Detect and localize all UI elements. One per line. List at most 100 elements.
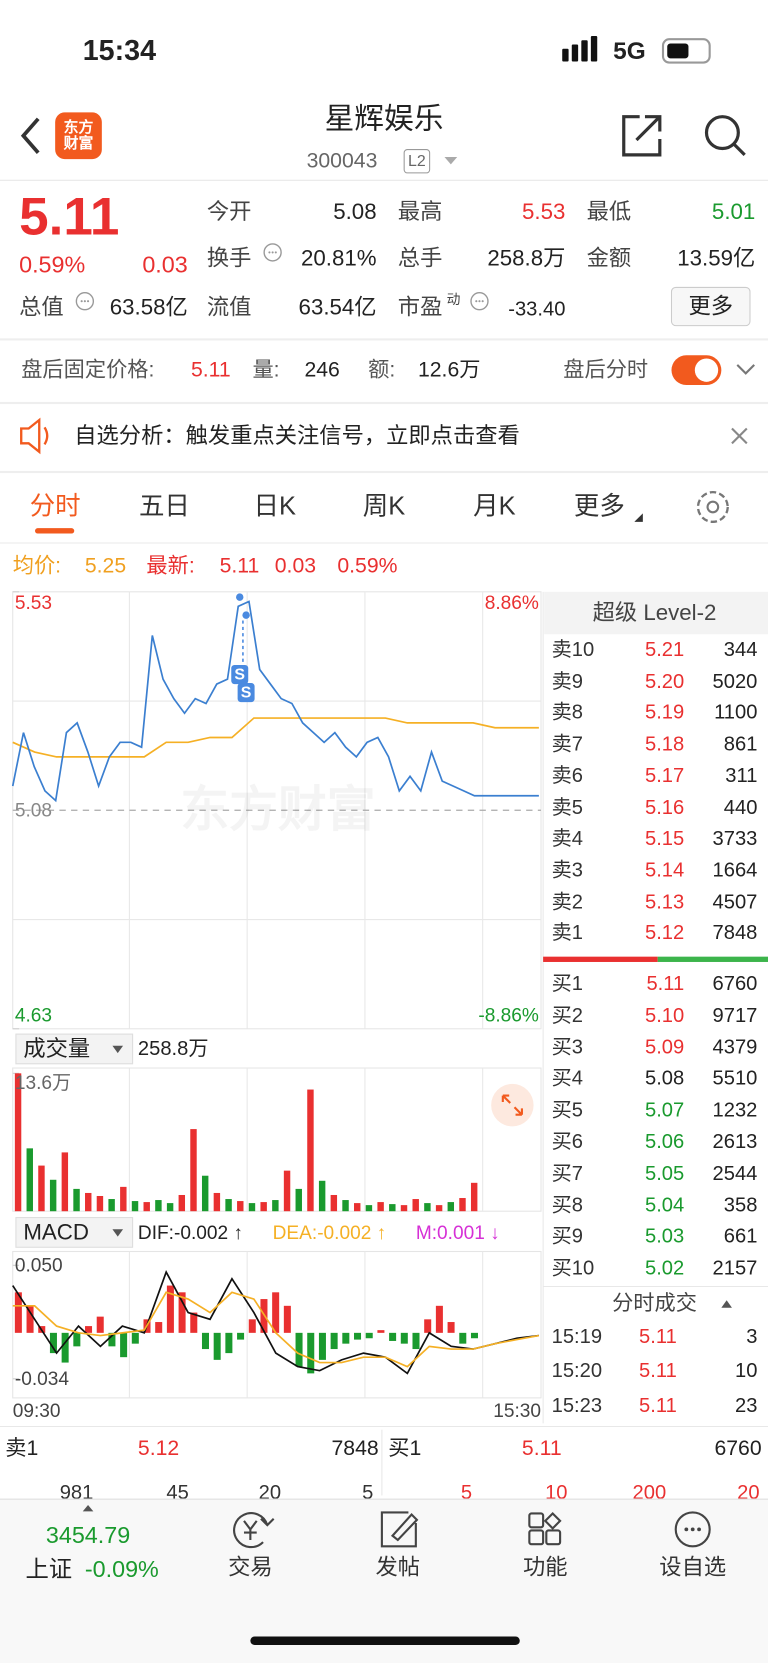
macd-bar xyxy=(365,1332,373,1339)
toggle-knob xyxy=(694,358,719,382)
logo xyxy=(55,112,102,160)
macd-bar xyxy=(459,1332,467,1344)
volume-bar xyxy=(260,1202,267,1212)
level-badge: L2 xyxy=(408,152,426,171)
volume-bar xyxy=(424,1203,431,1212)
book-price: 5.11 xyxy=(646,973,685,996)
tab[interactable]: 日K xyxy=(253,492,296,521)
volume-bar xyxy=(307,1089,314,1212)
banner-text[interactable]: 自选分析：触发重点关注信号，立即点击查看 xyxy=(74,423,520,449)
status-time: 15:34 xyxy=(82,34,157,67)
battery-level xyxy=(667,43,689,59)
field-value: 63.54亿 xyxy=(298,295,377,320)
book-level: 买7 xyxy=(551,1162,583,1186)
signal-bar xyxy=(581,40,588,62)
function-icon[interactable] xyxy=(545,1529,562,1546)
volume-total: 258.8万 xyxy=(137,1037,209,1061)
book-price: 5.09 xyxy=(644,1036,685,1059)
nav-item[interactable]: 交易 xyxy=(228,1555,273,1580)
label: 买1 xyxy=(388,1437,422,1461)
more-button-text[interactable]: 更多 xyxy=(688,294,734,319)
back-button[interactable] xyxy=(20,117,40,154)
function-icon[interactable] xyxy=(528,1529,545,1546)
watchlist-icon[interactable] xyxy=(674,1511,711,1548)
last-price: 5.11 xyxy=(19,186,120,247)
macd-bar xyxy=(307,1332,315,1374)
function-icon[interactable] xyxy=(543,1511,562,1530)
book-price: 5.05 xyxy=(644,1162,685,1186)
indicator-select[interactable] xyxy=(15,1217,134,1248)
y-tick-label: 5.53 xyxy=(14,591,53,614)
search-icon[interactable] xyxy=(704,115,740,151)
y-tick-label: 13.6万 xyxy=(14,1072,72,1094)
dropdown xyxy=(112,1229,124,1237)
book-price: 5.20 xyxy=(644,670,685,693)
macd-bar xyxy=(108,1332,116,1347)
y-tick-label: 0.050 xyxy=(14,1254,63,1276)
book-volume: 6760 xyxy=(712,973,758,996)
book-level: 买9 xyxy=(551,1225,583,1249)
nav-item[interactable]: 设自选 xyxy=(659,1555,727,1580)
queue-size: 200 xyxy=(632,1482,667,1505)
label: 盘后固定价格: xyxy=(21,358,155,382)
share-icon[interactable] xyxy=(622,115,662,157)
post-icon[interactable] xyxy=(380,1511,419,1548)
trade-time: 15:19 xyxy=(551,1326,603,1349)
function-icon[interactable] xyxy=(528,1512,545,1529)
index-name[interactable]: 上证 xyxy=(25,1555,73,1583)
tab[interactable]: 五日 xyxy=(138,492,190,521)
panel-title-bg xyxy=(544,591,768,635)
field-label: 金额 xyxy=(586,246,632,271)
trade-time: 15:23 xyxy=(551,1395,603,1418)
volume-bar xyxy=(459,1198,466,1212)
trade-volume: 3 xyxy=(746,1326,758,1349)
volume-bar xyxy=(447,1202,455,1212)
volume-bar xyxy=(389,1204,396,1212)
macd-bar xyxy=(272,1292,280,1333)
tab[interactable]: 周K xyxy=(362,492,406,521)
book-level: 买5 xyxy=(551,1099,583,1122)
book-volume: 2544 xyxy=(712,1162,758,1186)
indicator-name: MACD xyxy=(23,1220,89,1245)
trade-icon[interactable] xyxy=(233,1512,275,1549)
volume-bar xyxy=(120,1186,127,1212)
macd-bar xyxy=(283,1305,291,1333)
nav-item[interactable]: 发帖 xyxy=(375,1555,421,1580)
watchlist-dot xyxy=(684,1527,689,1532)
book-price: 5.13 xyxy=(644,891,685,914)
book-volume: 2613 xyxy=(712,1131,758,1154)
info-dot xyxy=(271,251,274,254)
volume-bar xyxy=(96,1195,104,1212)
more-button[interactable] xyxy=(670,286,751,327)
info-dot xyxy=(475,300,478,303)
trade-price: 5.11 xyxy=(639,1360,677,1383)
settings-icon[interactable] xyxy=(696,490,729,523)
price-line xyxy=(11,600,539,803)
macd-bar xyxy=(14,1292,22,1333)
tab[interactable]: 月K xyxy=(473,492,516,521)
dif-line xyxy=(12,1269,539,1375)
tab[interactable]: 更多 xyxy=(573,492,625,521)
index-value[interactable]: 3454.79 xyxy=(45,1521,131,1549)
book-volume: 358 xyxy=(723,1194,758,1217)
info-dot xyxy=(274,251,277,254)
book-level: 卖2 xyxy=(551,891,583,914)
field-label: 市盈 xyxy=(397,295,443,320)
index-change[interactable]: -0.09% xyxy=(84,1555,159,1583)
x-tick-label: 09:30 xyxy=(12,1399,61,1422)
y-tick-label: 5.08 xyxy=(14,799,53,821)
nav-item[interactable]: 功能 xyxy=(522,1555,568,1580)
book-volume: 5020 xyxy=(712,670,758,693)
info-icon xyxy=(75,292,95,311)
book-price: 5.17 xyxy=(644,765,685,788)
tab[interactable]: 分时 xyxy=(29,492,81,521)
label: 5.11 xyxy=(190,358,231,382)
macd-bar xyxy=(342,1332,350,1344)
indicator-select[interactable] xyxy=(15,1033,134,1065)
macd-bar xyxy=(131,1332,139,1344)
expand-button[interactable] xyxy=(491,1083,534,1127)
logo-text: 东方财富 xyxy=(63,118,94,152)
info-dot xyxy=(268,251,271,254)
separator xyxy=(0,338,768,341)
trade-time: 15:20 xyxy=(551,1360,603,1383)
